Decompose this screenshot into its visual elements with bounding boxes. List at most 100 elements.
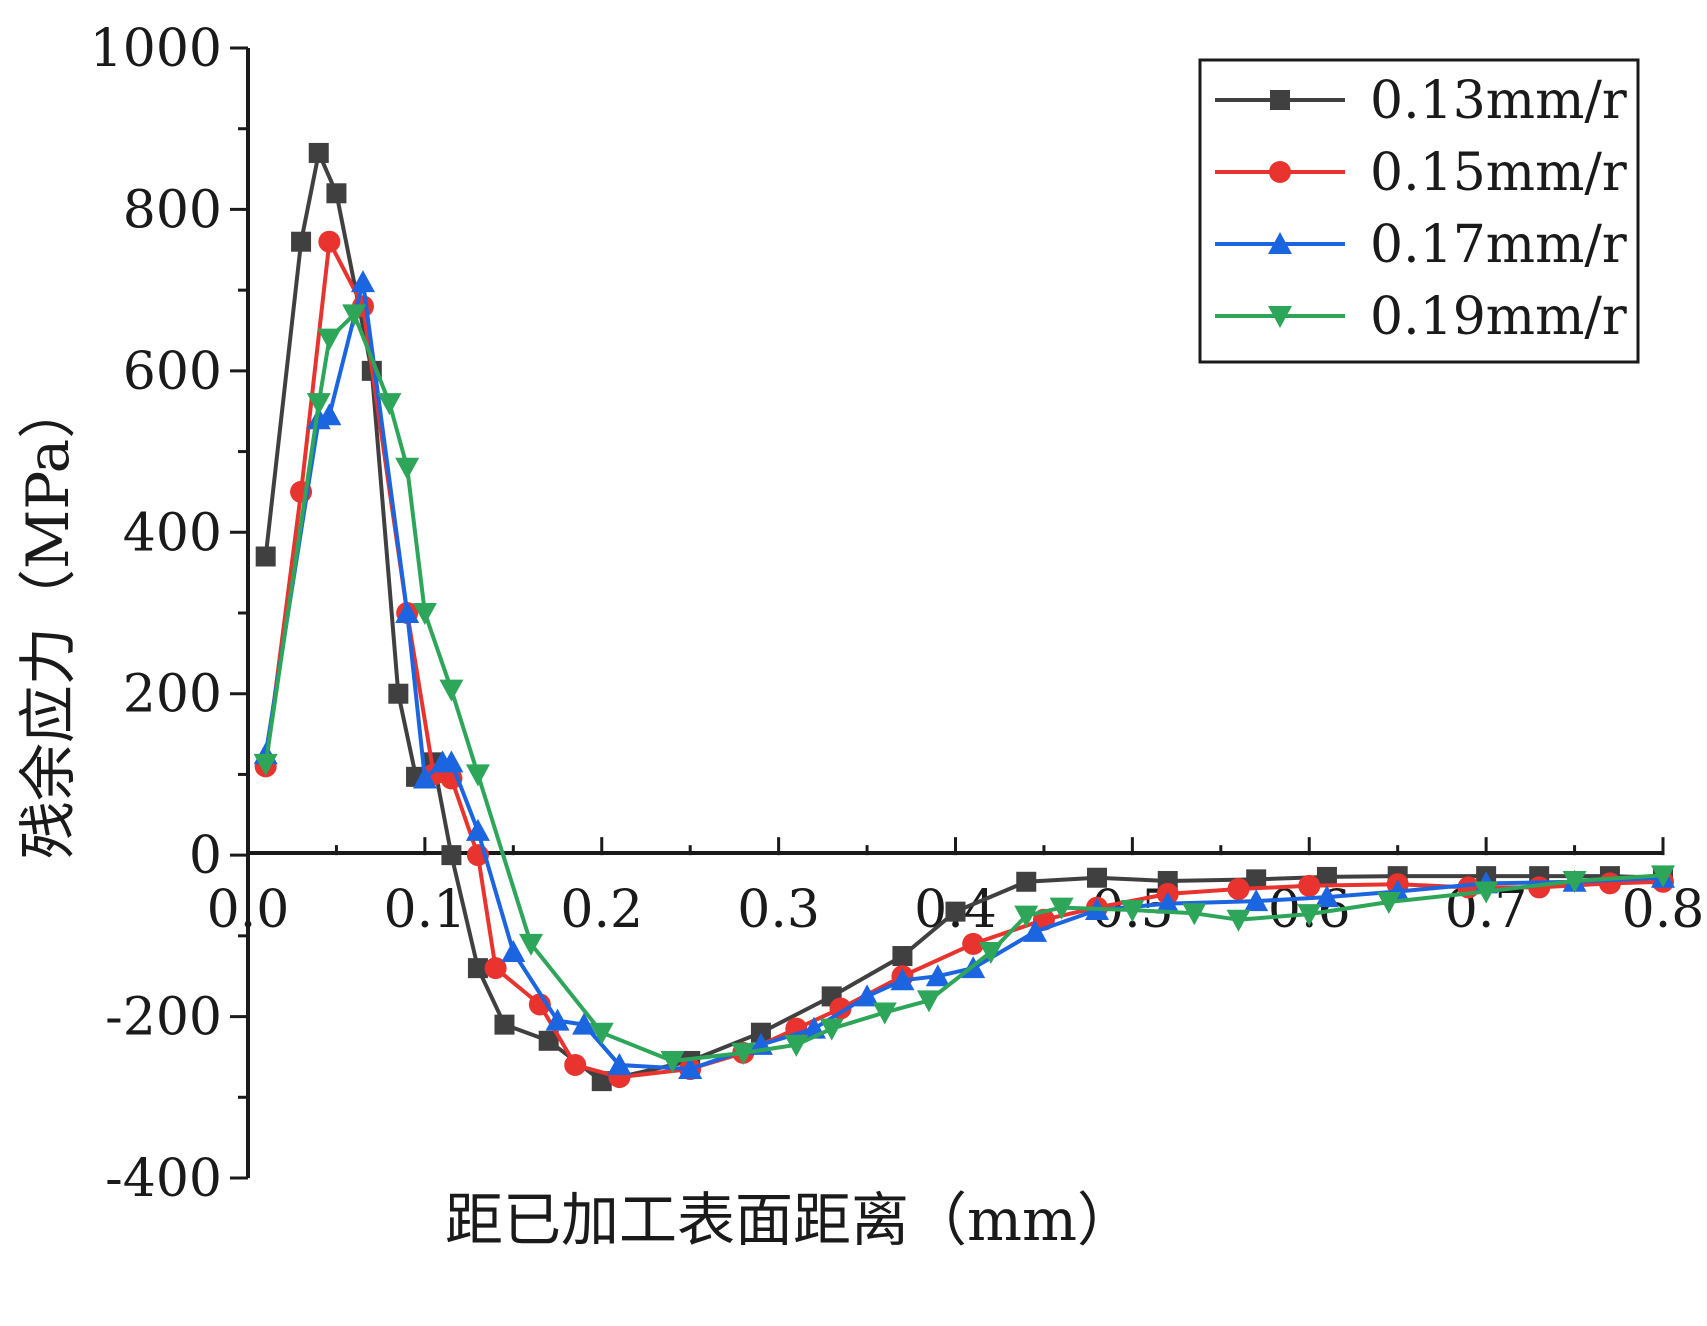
data-point [1182, 903, 1207, 926]
data-point [317, 328, 342, 351]
y-tick-label: 400 [123, 503, 222, 563]
data-point [1155, 891, 1180, 914]
y-tick-label: 200 [123, 665, 222, 725]
data-point [388, 683, 409, 704]
data-point [1316, 866, 1337, 887]
data-point [1246, 869, 1267, 890]
legend: 0.13mm/r 0.15mm/r 0.17mm/r 0.19mm/r [1198, 58, 1640, 364]
data-point [342, 304, 367, 327]
y-tick-label: 800 [123, 180, 222, 240]
data-point [589, 1022, 614, 1045]
data-point [564, 1054, 587, 1076]
data-point [350, 270, 375, 293]
legend-label: 0.13mm/r [1370, 71, 1627, 131]
legend-marker [1270, 90, 1290, 110]
data-point [978, 942, 1003, 964]
x-tick-label: 0.1 [384, 880, 467, 940]
data-point [962, 932, 985, 955]
series-0.17mm/r [253, 270, 1675, 1080]
data-point [465, 818, 490, 841]
data-point [412, 766, 437, 789]
data-point [467, 958, 488, 979]
data-point [678, 1057, 703, 1080]
legend-label: 0.15mm/r [1370, 143, 1627, 203]
data-point [1049, 897, 1074, 920]
data-point [501, 940, 526, 962]
series-line [263, 150, 1664, 1084]
data-point [1598, 872, 1621, 895]
data-point [1023, 919, 1048, 942]
legend-item: 0.19mm/r [1215, 287, 1627, 347]
data-point [306, 393, 331, 416]
legend-marker [1268, 306, 1292, 328]
y-tick-label: -200 [105, 988, 222, 1048]
data-point [872, 1002, 897, 1025]
ticks: -400-200020040060080010000.00.10.20.30.4… [90, 19, 1705, 1209]
data-point [395, 601, 420, 623]
data-point [1244, 889, 1269, 912]
x-axis-title: 距已加工表面距离（mm） [445, 1186, 1135, 1254]
data-point [1376, 891, 1401, 914]
data-point [572, 1012, 597, 1035]
series-0.19mm/r [253, 304, 1675, 1073]
data-point [1014, 905, 1039, 928]
legend-item: 0.13mm/r [1215, 71, 1627, 131]
data-point [892, 946, 913, 967]
y-tick-label: 1000 [90, 19, 222, 79]
legend-marker [1268, 232, 1292, 254]
data-point [945, 901, 966, 922]
legend-item: 0.17mm/r [1215, 215, 1627, 275]
data-point [1298, 874, 1321, 897]
x-tick-label: 0.0 [207, 880, 290, 940]
data-point [1016, 871, 1037, 892]
data-point [1314, 885, 1339, 908]
data-point [377, 393, 402, 416]
data-point [591, 1071, 612, 1092]
data-point [291, 231, 312, 252]
data-point [545, 1008, 570, 1031]
data-point [465, 764, 490, 787]
data-point [318, 230, 341, 253]
legend-label: 0.17mm/r [1370, 215, 1627, 275]
y-tick-label: 600 [123, 342, 222, 402]
data-point [731, 1042, 756, 1065]
data-point [317, 403, 342, 426]
data-point [484, 957, 507, 980]
x-tick-label: 0.3 [737, 880, 820, 940]
data-point [412, 603, 437, 625]
data-point [1226, 909, 1251, 932]
data-point [494, 1014, 515, 1035]
data-point [439, 679, 464, 702]
series-line [263, 312, 1664, 1063]
data-point [1087, 867, 1107, 888]
y-tick-label: -400 [105, 1149, 222, 1209]
data-point [326, 183, 347, 204]
legend-item: 0.15mm/r [1215, 143, 1627, 203]
data-point [439, 750, 464, 773]
data-point [1562, 870, 1587, 893]
legend-marker [1269, 161, 1291, 183]
series [253, 142, 1675, 1092]
data-point [255, 546, 276, 567]
data-point [855, 984, 880, 1007]
data-point [819, 1018, 844, 1041]
data-point [308, 142, 329, 163]
data-point [253, 753, 278, 776]
data-point [660, 1050, 685, 1073]
data-point [538, 1030, 559, 1051]
data-point [441, 845, 462, 866]
data-point [925, 964, 950, 987]
data-point [607, 1053, 632, 1075]
data-point [1227, 878, 1250, 901]
data-point [1297, 904, 1322, 927]
data-point [1120, 900, 1145, 923]
legend-label: 0.19mm/r [1370, 287, 1627, 347]
data-point [916, 990, 941, 1013]
data-point [519, 933, 543, 956]
y-tick-label: 0 [189, 826, 222, 886]
data-point [1651, 865, 1675, 888]
x-tick-label: 0.2 [560, 880, 643, 940]
y-axis-title: 残余应力（MPa） [14, 381, 82, 859]
data-point [750, 1022, 771, 1043]
